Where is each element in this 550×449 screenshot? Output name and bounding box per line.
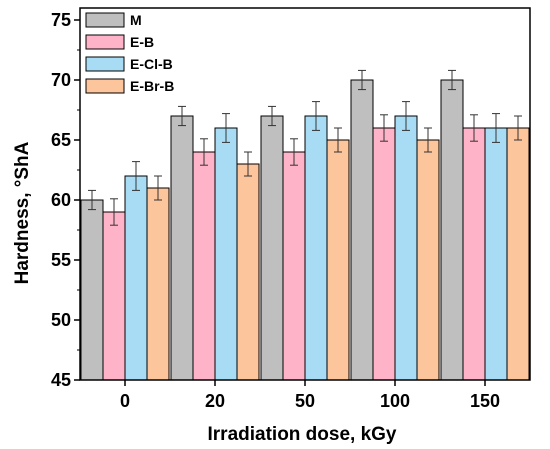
bar-e-cl-b-50 (304, 115, 328, 381)
legend-label-e-cl-b: E-Cl-B (130, 56, 173, 72)
x-tick-label: 20 (205, 391, 225, 411)
y-tick-label: 45 (51, 370, 71, 390)
y-tick-label: 55 (51, 250, 71, 270)
y-tick-label: 50 (51, 310, 71, 330)
bar-e-b-0 (102, 211, 126, 381)
error-bar-e-br-b-100 (424, 127, 432, 153)
bars-layer (80, 69, 530, 381)
legend-swatch-m (85, 12, 125, 28)
legend-label-e-b: E-B (130, 34, 154, 50)
error-bar-e-br-b-150 (514, 115, 522, 141)
legend: M E-B E-Cl-B E-Br-B (85, 12, 174, 94)
bar-e-br-b-20 (236, 163, 260, 381)
error-bar-e-b-20 (200, 138, 208, 166)
bar-e-br-b-50 (326, 139, 350, 381)
legend-label-m: M (130, 12, 142, 28)
bar-e-cl-b-100 (394, 115, 418, 381)
bar-e-cl-b-0 (124, 175, 148, 381)
bar-m-50 (260, 115, 284, 381)
bar-m-0 (80, 199, 104, 381)
x-tick-label: 100 (380, 391, 410, 411)
bar-m-20 (170, 115, 194, 381)
error-bar-m-100 (358, 69, 366, 91)
x-tick-label: 150 (470, 391, 500, 411)
error-bar-e-br-b-20 (244, 151, 252, 177)
legend-swatch-e-br-b (85, 78, 125, 94)
y-tick-label: 75 (51, 10, 71, 30)
bar-m-150 (440, 79, 464, 381)
bar-e-b-50 (282, 151, 306, 381)
y-tick-label: 65 (51, 130, 71, 150)
error-bar-e-br-b-0 (154, 175, 162, 201)
legend-swatch-e-b (85, 34, 125, 50)
error-bar-m-150 (448, 69, 456, 91)
error-bar-m-0 (88, 189, 96, 211)
y-axis-title: Hardness, °ShA (12, 141, 33, 284)
error-bar-e-cl-b-20 (222, 113, 230, 143)
plot-frame (79, 7, 531, 381)
legend-swatch-e-cl-b (85, 56, 125, 72)
x-tick-label: 0 (120, 391, 130, 411)
y-tick-label: 60 (51, 190, 71, 210)
error-bar-e-cl-b-150 (492, 113, 500, 143)
legend-label-e-br-b: E-Br-B (130, 78, 174, 94)
error-bar-e-cl-b-100 (402, 101, 410, 131)
bar-e-b-20 (192, 151, 216, 381)
error-bar-e-br-b-50 (334, 127, 342, 153)
bar-e-b-100 (372, 127, 396, 381)
bar-e-br-b-150 (506, 127, 530, 381)
x-tick-label: 50 (295, 391, 315, 411)
y-tick-label: 70 (51, 70, 71, 90)
bar-e-b-150 (462, 127, 486, 381)
error-bar-e-b-150 (470, 114, 478, 142)
error-bar-m-20 (178, 105, 186, 127)
error-bar-e-cl-b-0 (132, 161, 140, 191)
error-bar-e-cl-b-50 (312, 101, 320, 131)
bar-m-100 (350, 79, 374, 381)
bar-e-br-b-0 (146, 187, 170, 381)
bar-e-cl-b-20 (214, 127, 238, 381)
error-bar-m-50 (268, 105, 276, 127)
bar-e-cl-b-150 (484, 127, 508, 381)
x-axis-title: Irradiation dose, kGy (208, 424, 397, 445)
error-bar-e-b-0 (110, 198, 118, 226)
bar-e-br-b-100 (416, 139, 440, 381)
error-bar-e-b-50 (290, 138, 298, 166)
axes-layer: 0 20 50 100 150 45 50 55 60 65 70 75 (51, 7, 531, 411)
error-bar-e-b-100 (380, 114, 388, 142)
